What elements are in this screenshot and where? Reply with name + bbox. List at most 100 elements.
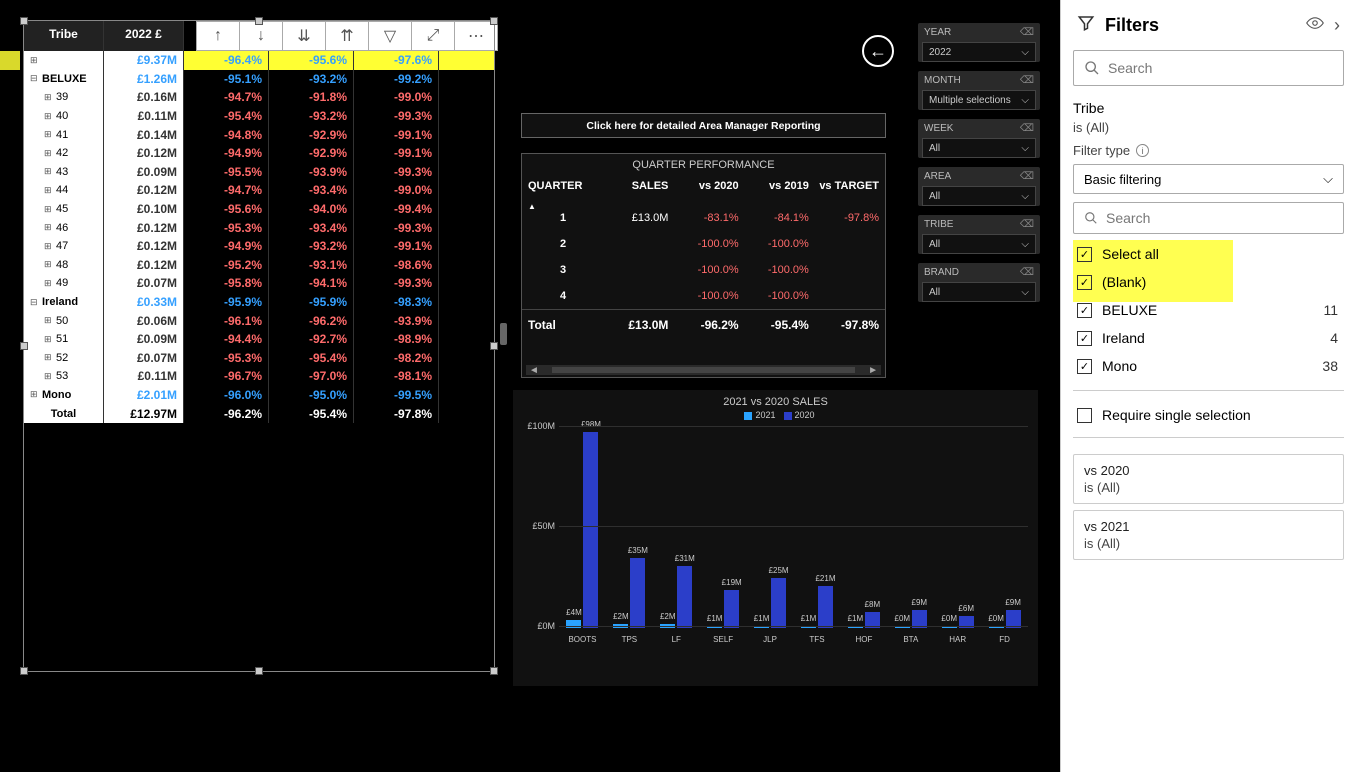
expand-icon[interactable]: ⊞ (44, 185, 52, 196)
matrix-visual[interactable]: Tribe 2022 £ ↑↓⇊⇈▽⤢⋯ ⊞£9.37M-96.4%-95.6%… (24, 21, 494, 429)
quarter-performance-table[interactable]: QUARTER PERFORMANCE QUARTER▲SALESvs 2020… (521, 153, 886, 378)
table-row[interactable]: Total£12.97M-96.2%-95.4%-97.8% (24, 404, 494, 423)
table-row[interactable]: ⊞44£0.12M-94.7%-93.4%-99.0% (24, 181, 494, 200)
expand-icon[interactable]: ⊞ (44, 352, 52, 363)
table-row[interactable]: ⊞41£0.14M-94.8%-92.9%-99.1% (24, 125, 494, 144)
expand-icon[interactable]: ⊟ (30, 297, 38, 308)
filters-search-input[interactable]: Search (1073, 50, 1344, 86)
clear-icon[interactable]: ⌫ (1020, 267, 1034, 278)
table-row[interactable]: ⊞£9.37M-96.4%-95.6%-97.6% (24, 51, 494, 70)
table-row[interactable]: ⊞52£0.07M-95.3%-95.4%-98.2% (24, 349, 494, 368)
expand-icon[interactable]: ⊟ (30, 73, 38, 84)
sales-bar-chart[interactable]: 2021 vs 2020 SALES 20212020 £4M£98MBOOTS… (513, 390, 1038, 686)
filter-option[interactable]: ✓Mono38 (1073, 352, 1344, 380)
col-header[interactable]: vs TARGET (809, 180, 879, 201)
checkbox-icon[interactable]: ✓ (1077, 275, 1092, 290)
horizontal-scrollbar[interactable]: ◄ ► (526, 365, 881, 375)
table-row[interactable]: ⊞47£0.12M-94.9%-93.2%-99.1% (24, 237, 494, 256)
filter-option[interactable]: ✓BELUXE11 (1073, 296, 1344, 324)
clear-icon[interactable]: ⌫ (1020, 219, 1034, 230)
expand-icon[interactable]: ⊞ (44, 204, 52, 215)
checkbox-icon[interactable] (1077, 408, 1092, 423)
table-row[interactable]: ⊞39£0.16M-94.7%-91.8%-99.0% (24, 88, 494, 107)
view-icon[interactable] (1306, 16, 1324, 34)
slicer-tribe[interactable]: TRIBE⌫All⌵ (918, 215, 1040, 254)
clear-icon[interactable]: ⌫ (1020, 27, 1034, 38)
drill-down-button[interactable]: ⇊ (282, 21, 326, 51)
expand-icon[interactable]: ⊞ (44, 241, 52, 252)
filter-option[interactable]: ✓Select all (1073, 240, 1344, 268)
scroll-track[interactable] (552, 367, 855, 373)
col-header[interactable]: vs 2020 (668, 180, 738, 201)
slicer-month[interactable]: MONTH⌫Multiple selections⌵ (918, 71, 1040, 110)
table-row[interactable]: ⊟Ireland£0.33M-95.9%-95.9%-98.3% (24, 293, 494, 312)
expand-icon[interactable]: ⊞ (44, 222, 52, 233)
sort-asc-button[interactable]: ↑ (196, 21, 240, 51)
expand-icon[interactable]: ⊞ (44, 111, 52, 122)
filter-option[interactable]: ✓(Blank) (1073, 268, 1344, 296)
slicer-dropdown[interactable]: Multiple selections⌵ (922, 90, 1036, 110)
expand-icon[interactable]: ⊞ (44, 92, 52, 103)
table-row[interactable]: ⊞Mono£2.01M-96.0%-95.0%-99.5% (24, 386, 494, 405)
require-single-selection[interactable]: Require single selection (1073, 401, 1344, 438)
col-header-2022[interactable]: 2022 £ (104, 21, 184, 51)
slicer-area[interactable]: AREA⌫All⌵ (918, 167, 1040, 206)
expand-icon[interactable]: ⊞ (30, 389, 38, 400)
expand-icon[interactable]: ⊞ (44, 166, 52, 177)
checkbox-icon[interactable]: ✓ (1077, 359, 1092, 374)
slicer-dropdown[interactable]: All⌵ (922, 234, 1036, 254)
table-row[interactable]: ⊞50£0.06M-96.1%-96.2%-93.9% (24, 311, 494, 330)
filter-card-tribe[interactable]: Tribe is (All) Filter type i Basic filte… (1073, 96, 1344, 438)
table-row[interactable]: ⊞49£0.07M-95.8%-94.1%-99.3% (24, 274, 494, 293)
scroll-right-icon[interactable]: ► (865, 365, 881, 376)
slicer-year[interactable]: YEAR⌫2022⌵ (918, 23, 1040, 62)
table-row[interactable]: ⊞48£0.12M-95.2%-93.1%-98.6% (24, 256, 494, 275)
focus-button[interactable]: ⤢ (411, 21, 455, 51)
checkbox-icon[interactable]: ✓ (1077, 331, 1092, 346)
slicer-brand[interactable]: BRAND⌫All⌵ (918, 263, 1040, 302)
checkbox-icon[interactable]: ✓ (1077, 247, 1092, 262)
table-row[interactable]: ⊞40£0.11M-95.4%-93.2%-99.3% (24, 107, 494, 126)
table-row[interactable]: ⊞46£0.12M-95.3%-93.4%-99.3% (24, 218, 494, 237)
report-canvas[interactable]: Tribe 2022 £ ↑↓⇊⇈▽⤢⋯ ⊞£9.37M-96.4%-95.6%… (0, 0, 1060, 772)
bar-2020[interactable]: £31M (677, 566, 692, 628)
col-header[interactable]: SALES (598, 180, 668, 201)
table-row[interactable]: ⊞53£0.11M-96.7%-97.0%-98.1% (24, 367, 494, 386)
col-header[interactable]: vs 2019 (739, 180, 809, 201)
detail-reporting-link[interactable]: Click here for detailed Area Manager Rep… (521, 113, 886, 138)
expand-icon[interactable]: ⊞ (44, 129, 52, 140)
expand-icon[interactable]: ⊞ (44, 334, 52, 345)
expand-icon[interactable]: ⊞ (30, 55, 38, 66)
filter-options-search[interactable]: Search (1073, 202, 1344, 234)
clear-icon[interactable]: ⌫ (1020, 75, 1034, 86)
checkbox-icon[interactable]: ✓ (1077, 303, 1092, 318)
back-button[interactable]: ← (862, 35, 894, 67)
table-row[interactable]: 4-100.0%-100.0% (522, 283, 885, 309)
scroll-left-icon[interactable]: ◄ (526, 365, 542, 376)
filter-option[interactable]: ✓Ireland4 (1073, 324, 1344, 352)
col-header-tribe[interactable]: Tribe (24, 21, 104, 51)
filter-type-dropdown[interactable]: Basic filtering ⌵ (1073, 164, 1344, 194)
expand-icon[interactable]: ⊞ (44, 371, 52, 382)
bar-2020[interactable]: £19M (724, 590, 739, 628)
bar-2020[interactable]: £25M (771, 578, 786, 628)
slicer-week[interactable]: WEEK⌫All⌵ (918, 119, 1040, 158)
table-row[interactable]: ⊟BELUXE£1.26M-95.1%-93.2%-99.2% (24, 70, 494, 89)
bar-2020[interactable]: £35M (630, 558, 645, 628)
expand-icon[interactable]: ⊞ (44, 148, 52, 159)
bar-2020[interactable]: £21M (818, 586, 833, 628)
sort-desc-button[interactable]: ↓ (239, 21, 283, 51)
info-icon[interactable]: i (1136, 144, 1149, 157)
table-row[interactable]: ⊞42£0.12M-94.9%-92.9%-99.1% (24, 144, 494, 163)
filter-button[interactable]: ▽ (368, 21, 412, 51)
slicer-dropdown[interactable]: All⌵ (922, 186, 1036, 206)
slicer-dropdown[interactable]: All⌵ (922, 138, 1036, 158)
expand-icon[interactable]: ⊞ (44, 315, 52, 326)
expand-icon[interactable]: ⊞ (44, 259, 52, 270)
table-row[interactable]: ⊞51£0.09M-94.4%-92.7%-98.9% (24, 330, 494, 349)
slicer-dropdown[interactable]: 2022⌵ (922, 42, 1036, 62)
clear-icon[interactable]: ⌫ (1020, 123, 1034, 134)
table-row[interactable]: ⊞43£0.09M-95.5%-93.9%-99.3% (24, 163, 494, 182)
scroll-thumb[interactable] (500, 323, 507, 345)
bar-2020[interactable]: £98M (583, 432, 598, 628)
